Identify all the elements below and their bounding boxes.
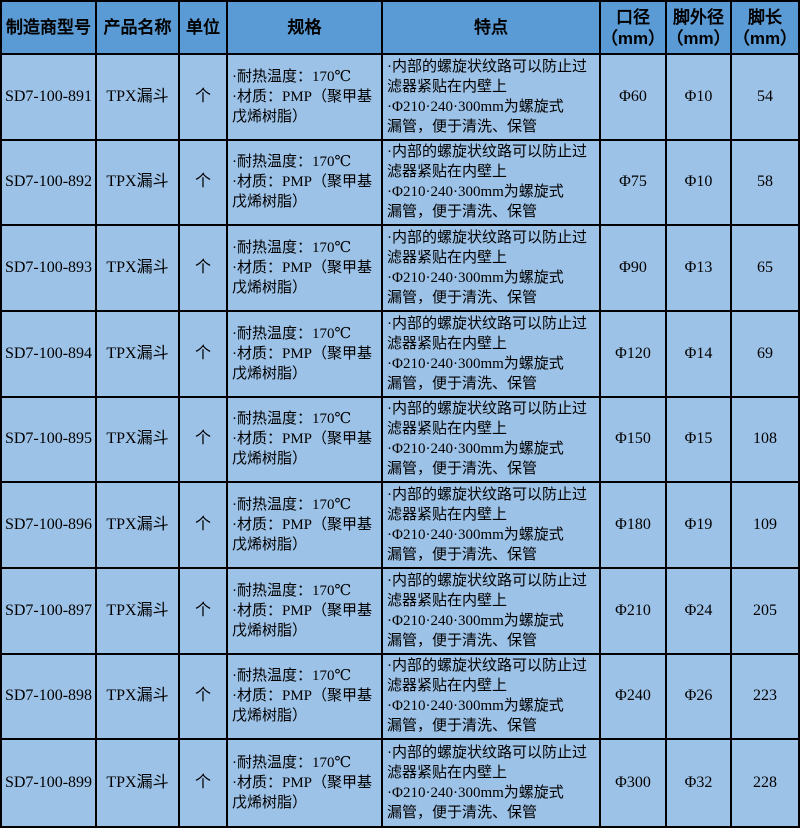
cell-manufacturer-model: SD7-100-898 — [2, 654, 97, 739]
cell-manufacturer-model: SD7-100-895 — [2, 397, 97, 482]
header-caliber-mm: 口径 （mm） — [601, 2, 667, 53]
header-unit: 单位 — [180, 2, 228, 53]
cell-manufacturer-model: SD7-100-897 — [2, 568, 97, 653]
cell-foot-length: 58 — [757, 173, 773, 191]
cell-product-name: TPX漏斗 — [97, 140, 180, 225]
cell-specification: ·耐热温度：170℃ ·材质：PMP（聚甲基 戊烯树脂） — [228, 140, 383, 225]
cell-features: ·内部的螺旋状纹路可以防止过 滤器紧贴在内壁上 ·Φ210·240·300mm为… — [383, 140, 601, 225]
cell-caliber: Φ180 — [601, 483, 667, 567]
table-row: SD7-100-892 TPX漏斗 个 ·耐热温度：170℃ ·材质：PMP（聚… — [2, 140, 798, 227]
cell-product-name: TPX漏斗 — [97, 55, 180, 139]
table-row: SD7-100-891 TPX漏斗 个 ·耐热温度：170℃ ·材质：PMP（聚… — [2, 55, 798, 141]
cell-foot-length: 228 — [753, 774, 777, 792]
cell-foot-outer-diameter: Φ13 — [667, 226, 732, 310]
cell-features: ·内部的螺旋状纹路可以防止过 滤器紧贴在内壁上 ·Φ210·240·300mm为… — [383, 740, 601, 826]
cell-manufacturer-model: SD7-100-891 — [2, 55, 97, 139]
table-row: SD7-100-896 TPX漏斗 个 ·耐热温度：170℃ ·材质：PMP（聚… — [2, 483, 798, 569]
header-manufacturer-model: 制造商型号 — [2, 2, 97, 53]
table-row: SD7-100-895 TPX漏斗 个 ·耐热温度：170℃ ·材质：PMP（聚… — [2, 397, 798, 484]
cell-specification: ·耐热温度：170℃ ·材质：PMP（聚甲基 戊烯树脂） — [228, 568, 383, 653]
cell-manufacturer-model: SD7-100-893 — [2, 226, 97, 310]
cell-caliber: Φ300 — [601, 740, 667, 826]
cell-features: ·内部的螺旋状纹路可以防止过 滤器紧贴在内壁上 ·Φ210·240·300mm为… — [383, 55, 601, 139]
cell-foot-length: 205 — [753, 601, 777, 619]
cell-unit: 个 — [180, 483, 228, 567]
cell-unit: 个 — [180, 740, 228, 826]
cell-product-name: TPX漏斗 — [97, 483, 180, 567]
cell-features: ·内部的螺旋状纹路可以防止过 滤器紧贴在内壁上 ·Φ210·240·300mm为… — [383, 226, 601, 310]
cell-features: ·内部的螺旋状纹路可以防止过 滤器紧贴在内壁上 ·Φ210·240·300mm为… — [383, 483, 601, 567]
table-header-row: 制造商型号 产品名称 单位 规格 特点 口径 （mm） 脚外径 （mm） 脚长 … — [2, 2, 798, 55]
cell-unit: 个 — [180, 311, 228, 396]
cell-features: ·内部的螺旋状纹路可以防止过 滤器紧贴在内壁上 ·Φ210·240·300mm为… — [383, 397, 601, 482]
cell-product-name: TPX漏斗 — [97, 654, 180, 739]
cell-foot-length: 65 — [757, 259, 773, 277]
cell-product-name: TPX漏斗 — [97, 226, 180, 310]
cell-foot-outer-diameter: Φ26 — [667, 654, 732, 739]
cell-foot-outer-diameter: Φ15 — [667, 397, 732, 482]
cell-manufacturer-model: SD7-100-899 — [2, 740, 97, 826]
cell-unit: 个 — [180, 140, 228, 225]
cell-specification: ·耐热温度：170℃ ·材质：PMP（聚甲基 戊烯树脂） — [228, 483, 383, 567]
cell-foot-length: 69 — [757, 344, 773, 362]
cell-specification: ·耐热温度：170℃ ·材质：PMP（聚甲基 戊烯树脂） — [228, 740, 383, 826]
table-row: SD7-100-898 TPX漏斗 个 ·耐热温度：170℃ ·材质：PMP（聚… — [2, 654, 798, 741]
cell-foot-outer-diameter: Φ10 — [667, 55, 732, 139]
cell-caliber: Φ240 — [601, 654, 667, 739]
cell-unit: 个 — [180, 568, 228, 653]
header-specification: 规格 — [228, 2, 383, 53]
cell-unit: 个 — [180, 654, 228, 739]
cell-specification: ·耐热温度：170℃ ·材质：PMP（聚甲基 戊烯树脂） — [228, 397, 383, 482]
cell-specification: ·耐热温度：170℃ ·材质：PMP（聚甲基 戊烯树脂） — [228, 55, 383, 139]
cell-specification: ·耐热温度：170℃ ·材质：PMP（聚甲基 戊烯树脂） — [228, 654, 383, 739]
cell-features: ·内部的螺旋状纹路可以防止过 滤器紧贴在内壁上 ·Φ210·240·300mm为… — [383, 568, 601, 653]
cell-unit: 个 — [180, 397, 228, 482]
cell-product-name: TPX漏斗 — [97, 311, 180, 396]
cell-caliber: Φ150 — [601, 397, 667, 482]
cell-caliber: Φ210 — [601, 568, 667, 653]
cell-specification: ·耐热温度：170℃ ·材质：PMP（聚甲基 戊烯树脂） — [228, 311, 383, 396]
cell-caliber: Φ120 — [601, 311, 667, 396]
cell-foot-length: 223 — [753, 687, 777, 705]
header-foot-outer-diameter-mm: 脚外径 （mm） — [667, 2, 732, 53]
cell-foot-length: 54 — [757, 87, 773, 105]
cell-product-name: TPX漏斗 — [97, 740, 180, 826]
table-row: SD7-100-894 TPX漏斗 个 ·耐热温度：170℃ ·材质：PMP（聚… — [2, 311, 798, 398]
table-row: SD7-100-897 TPX漏斗 个 ·耐热温度：170℃ ·材质：PMP（聚… — [2, 568, 798, 655]
cell-caliber: Φ60 — [601, 55, 667, 139]
cell-foot-outer-diameter: Φ32 — [667, 740, 732, 826]
cell-unit: 个 — [180, 55, 228, 139]
cell-caliber: Φ90 — [601, 226, 667, 310]
cell-manufacturer-model: SD7-100-892 — [2, 140, 97, 225]
cell-features: ·内部的螺旋状纹路可以防止过 滤器紧贴在内壁上 ·Φ210·240·300mm为… — [383, 311, 601, 396]
cell-foot-outer-diameter: Φ19 — [667, 483, 732, 567]
table-row: SD7-100-893 TPX漏斗 个 ·耐热温度：170℃ ·材质：PMP（聚… — [2, 226, 798, 312]
header-product-name: 产品名称 — [97, 2, 180, 53]
cell-product-name: TPX漏斗 — [97, 568, 180, 653]
cell-manufacturer-model: SD7-100-896 — [2, 483, 97, 567]
header-features: 特点 — [383, 2, 601, 53]
header-foot-length-mm: 脚长 （mm） — [732, 7, 798, 48]
cell-foot-outer-diameter: Φ24 — [667, 568, 732, 653]
cell-product-name: TPX漏斗 — [97, 397, 180, 482]
cell-manufacturer-model: SD7-100-894 — [2, 311, 97, 396]
cell-foot-outer-diameter: Φ10 — [667, 140, 732, 225]
cell-foot-length: 109 — [753, 516, 777, 534]
cell-specification: ·耐热温度：170℃ ·材质：PMP（聚甲基 戊烯树脂） — [228, 226, 383, 310]
table-row: SD7-100-899 TPX漏斗 个 ·耐热温度：170℃ ·材质：PMP（聚… — [2, 740, 798, 826]
cell-features: ·内部的螺旋状纹路可以防止过 滤器紧贴在内壁上 ·Φ210·240·300mm为… — [383, 654, 601, 739]
cell-foot-outer-diameter: Φ14 — [667, 311, 732, 396]
cell-caliber: Φ75 — [601, 140, 667, 225]
cell-foot-length: 108 — [753, 430, 777, 448]
cell-unit: 个 — [180, 226, 228, 310]
